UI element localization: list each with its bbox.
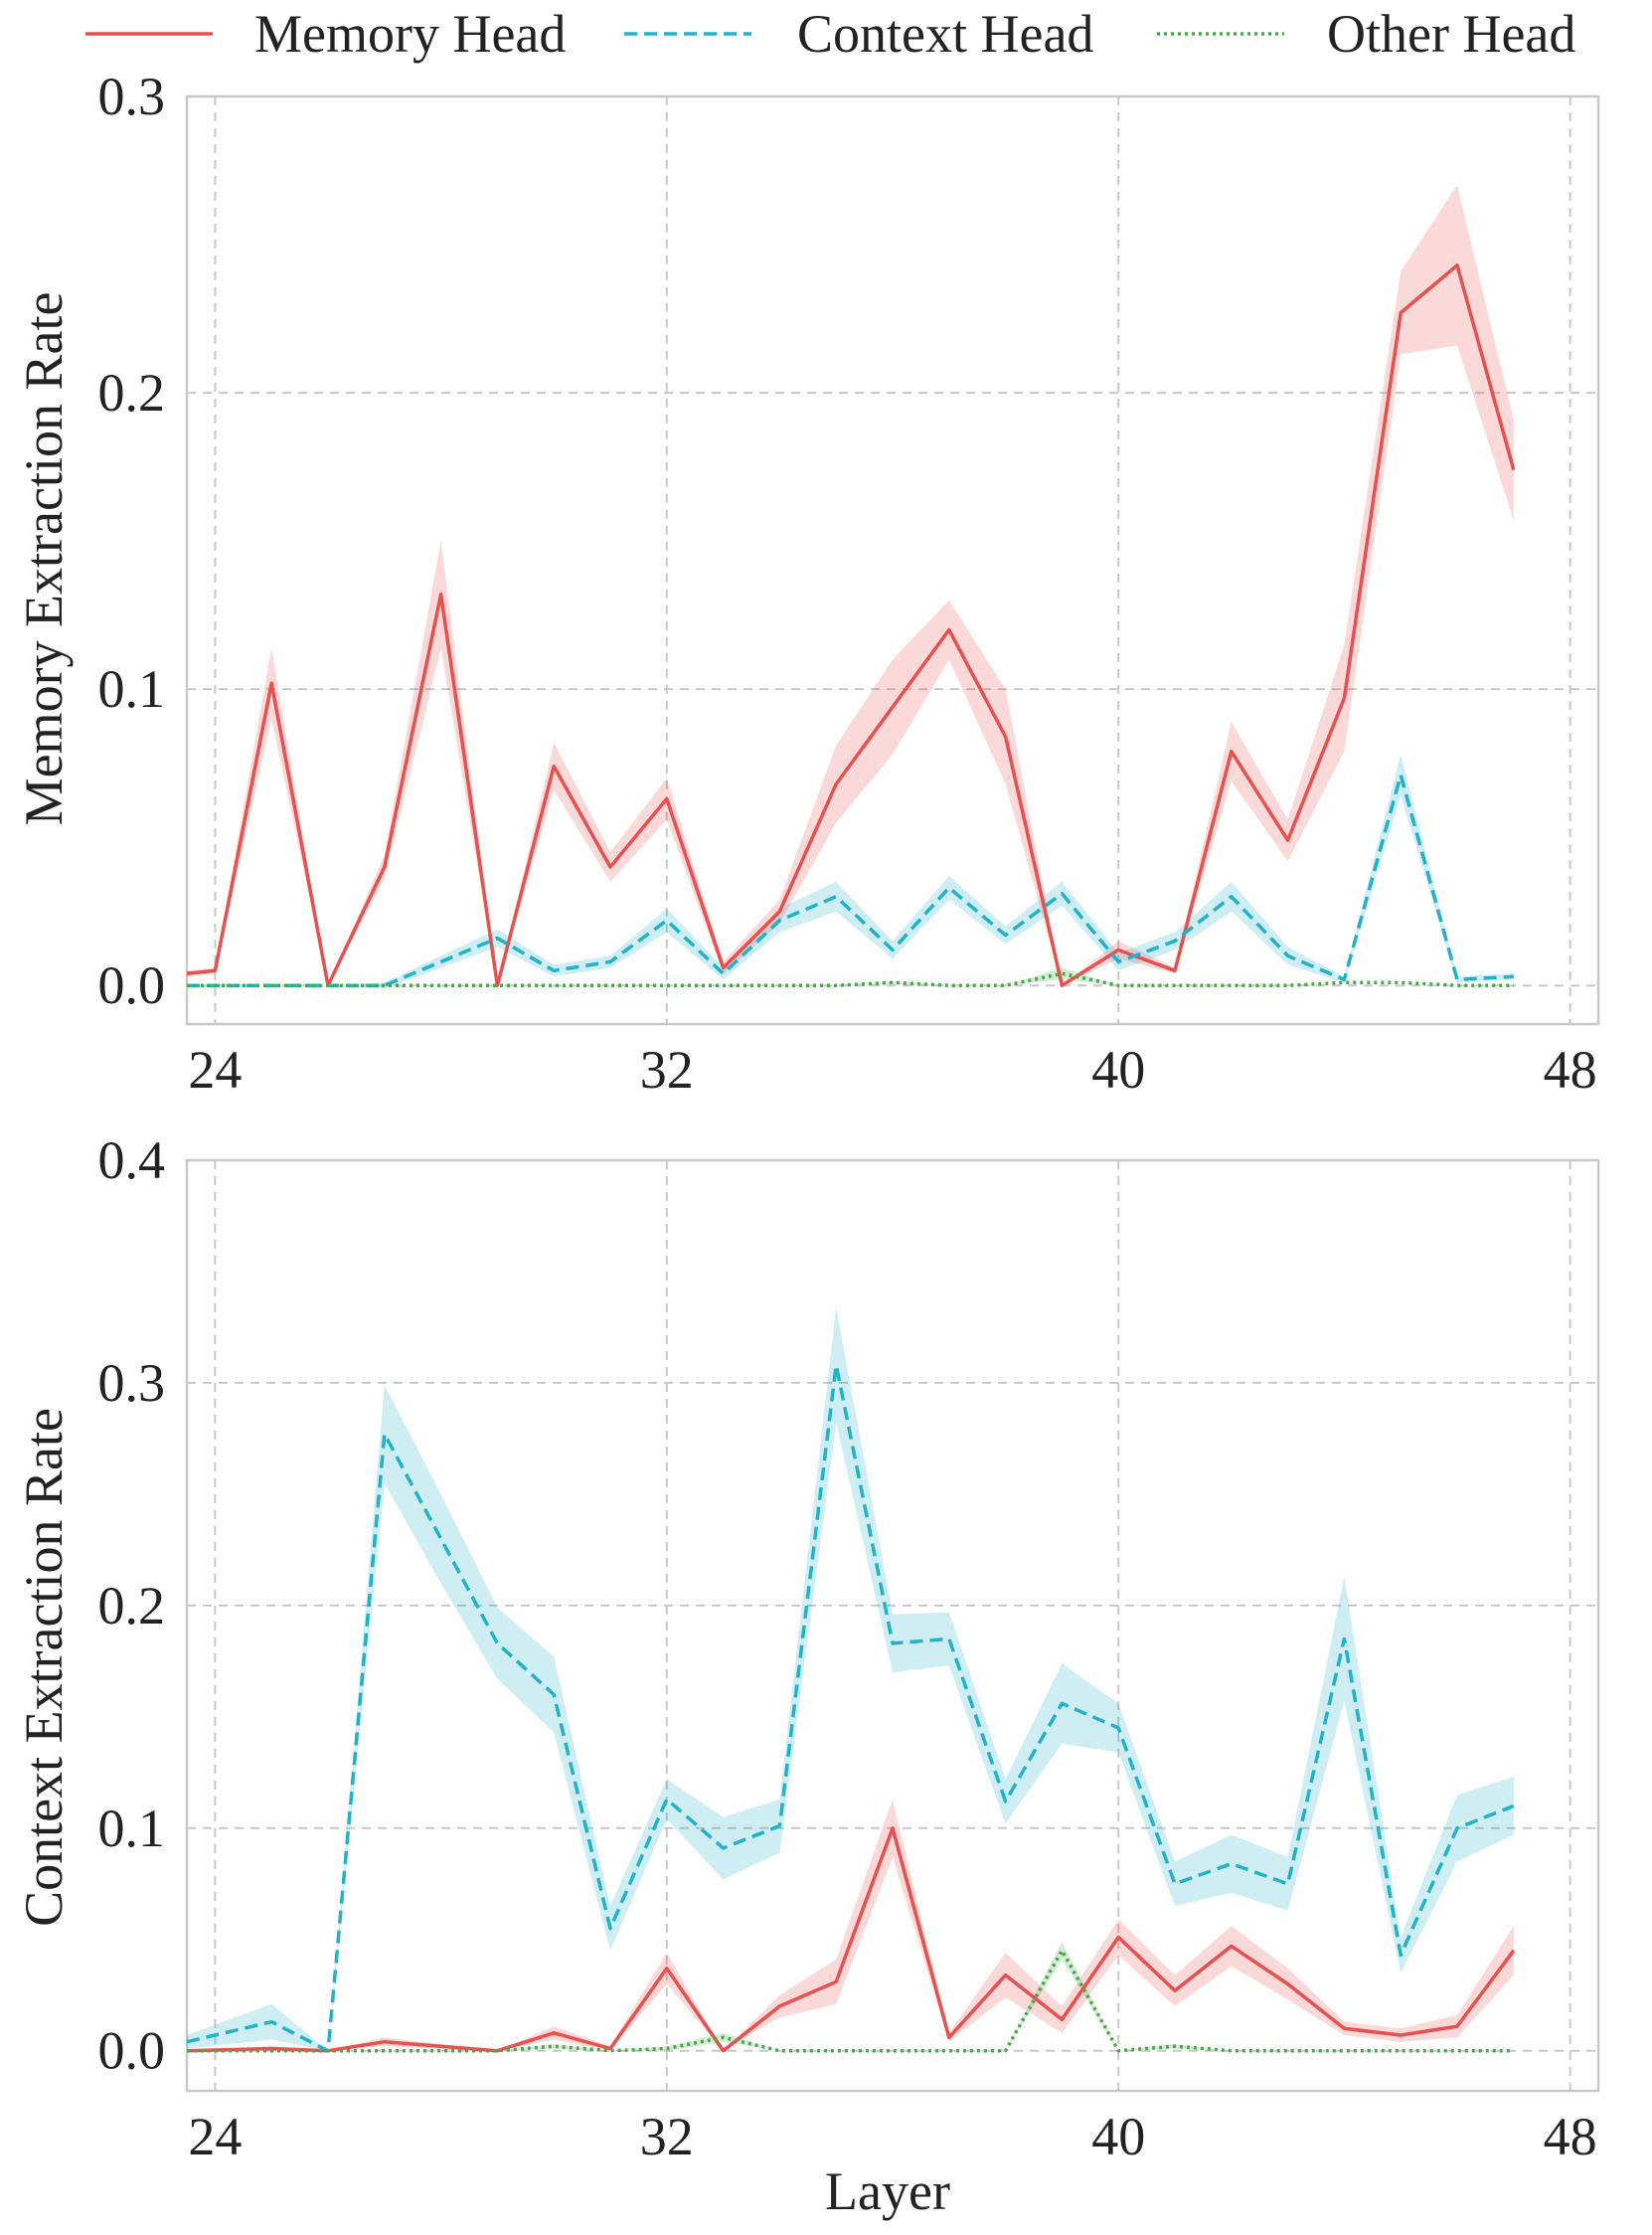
series-line-memory-head xyxy=(186,263,1516,987)
y-tick-label: 0.4 xyxy=(98,1130,166,1190)
plot-frame xyxy=(185,1158,1600,2093)
series-line-memory-head xyxy=(186,1826,1516,2053)
band-context-head xyxy=(187,754,1514,989)
x-tick-label: 24 xyxy=(188,2107,242,2166)
series-line-context-head xyxy=(187,773,1514,987)
series-line-other-head xyxy=(187,971,1514,987)
x-tick-label: 40 xyxy=(1091,1040,1145,1100)
legend-label-memory-head: Memory Head xyxy=(254,4,566,64)
x-axis-label: Layer xyxy=(825,2161,950,2221)
y-tick-label: 0.1 xyxy=(98,659,166,719)
y-tick-label: 0.1 xyxy=(98,1799,166,1858)
y-tick-label: 0.3 xyxy=(98,67,166,126)
y-tick-label: 0.3 xyxy=(98,1353,166,1413)
plot-frame xyxy=(185,94,1600,1026)
legend: Memory Head Context Head Other Head xyxy=(85,4,1575,64)
y-axis-label-context: Context Extraction Rate xyxy=(14,1408,74,1927)
x-tick-label: 48 xyxy=(1544,2107,1597,2166)
y-tick-label: 0.2 xyxy=(98,363,166,423)
band-memory-head xyxy=(187,1799,1514,2051)
context-extraction-panel: Context Extraction Rate 24 32 40 48 0.0 0.1 0.… xyxy=(14,1130,1600,2166)
band-context-head xyxy=(187,1306,1514,2051)
memory-extraction-panel: Memory Extraction Rate 24 32 40 48 0.0 0.1 0.2… xyxy=(14,67,1600,1100)
y-axis-label-memory: Memory Extraction Rate xyxy=(14,292,74,826)
series-line-other-head xyxy=(187,1949,1514,2053)
x-tick-label: 32 xyxy=(640,2107,694,2166)
series-lines xyxy=(186,1363,1516,2053)
y-tick-label: 0.0 xyxy=(98,2021,166,2081)
legend-label-other-head: Other Head xyxy=(1327,4,1575,64)
series-lines xyxy=(186,263,1516,987)
legend-label-context-head: Context Head xyxy=(797,4,1093,64)
confidence-bands xyxy=(187,1306,1514,2051)
x-tick-label: 40 xyxy=(1091,2107,1145,2166)
x-tick-label: 24 xyxy=(188,1040,242,1100)
y-tick-label: 0.2 xyxy=(98,1576,166,1635)
confidence-bands xyxy=(187,185,1514,989)
x-tick-label: 48 xyxy=(1544,1040,1597,1100)
x-tick-label: 32 xyxy=(640,1040,694,1100)
y-tick-label: 0.0 xyxy=(98,955,166,1015)
